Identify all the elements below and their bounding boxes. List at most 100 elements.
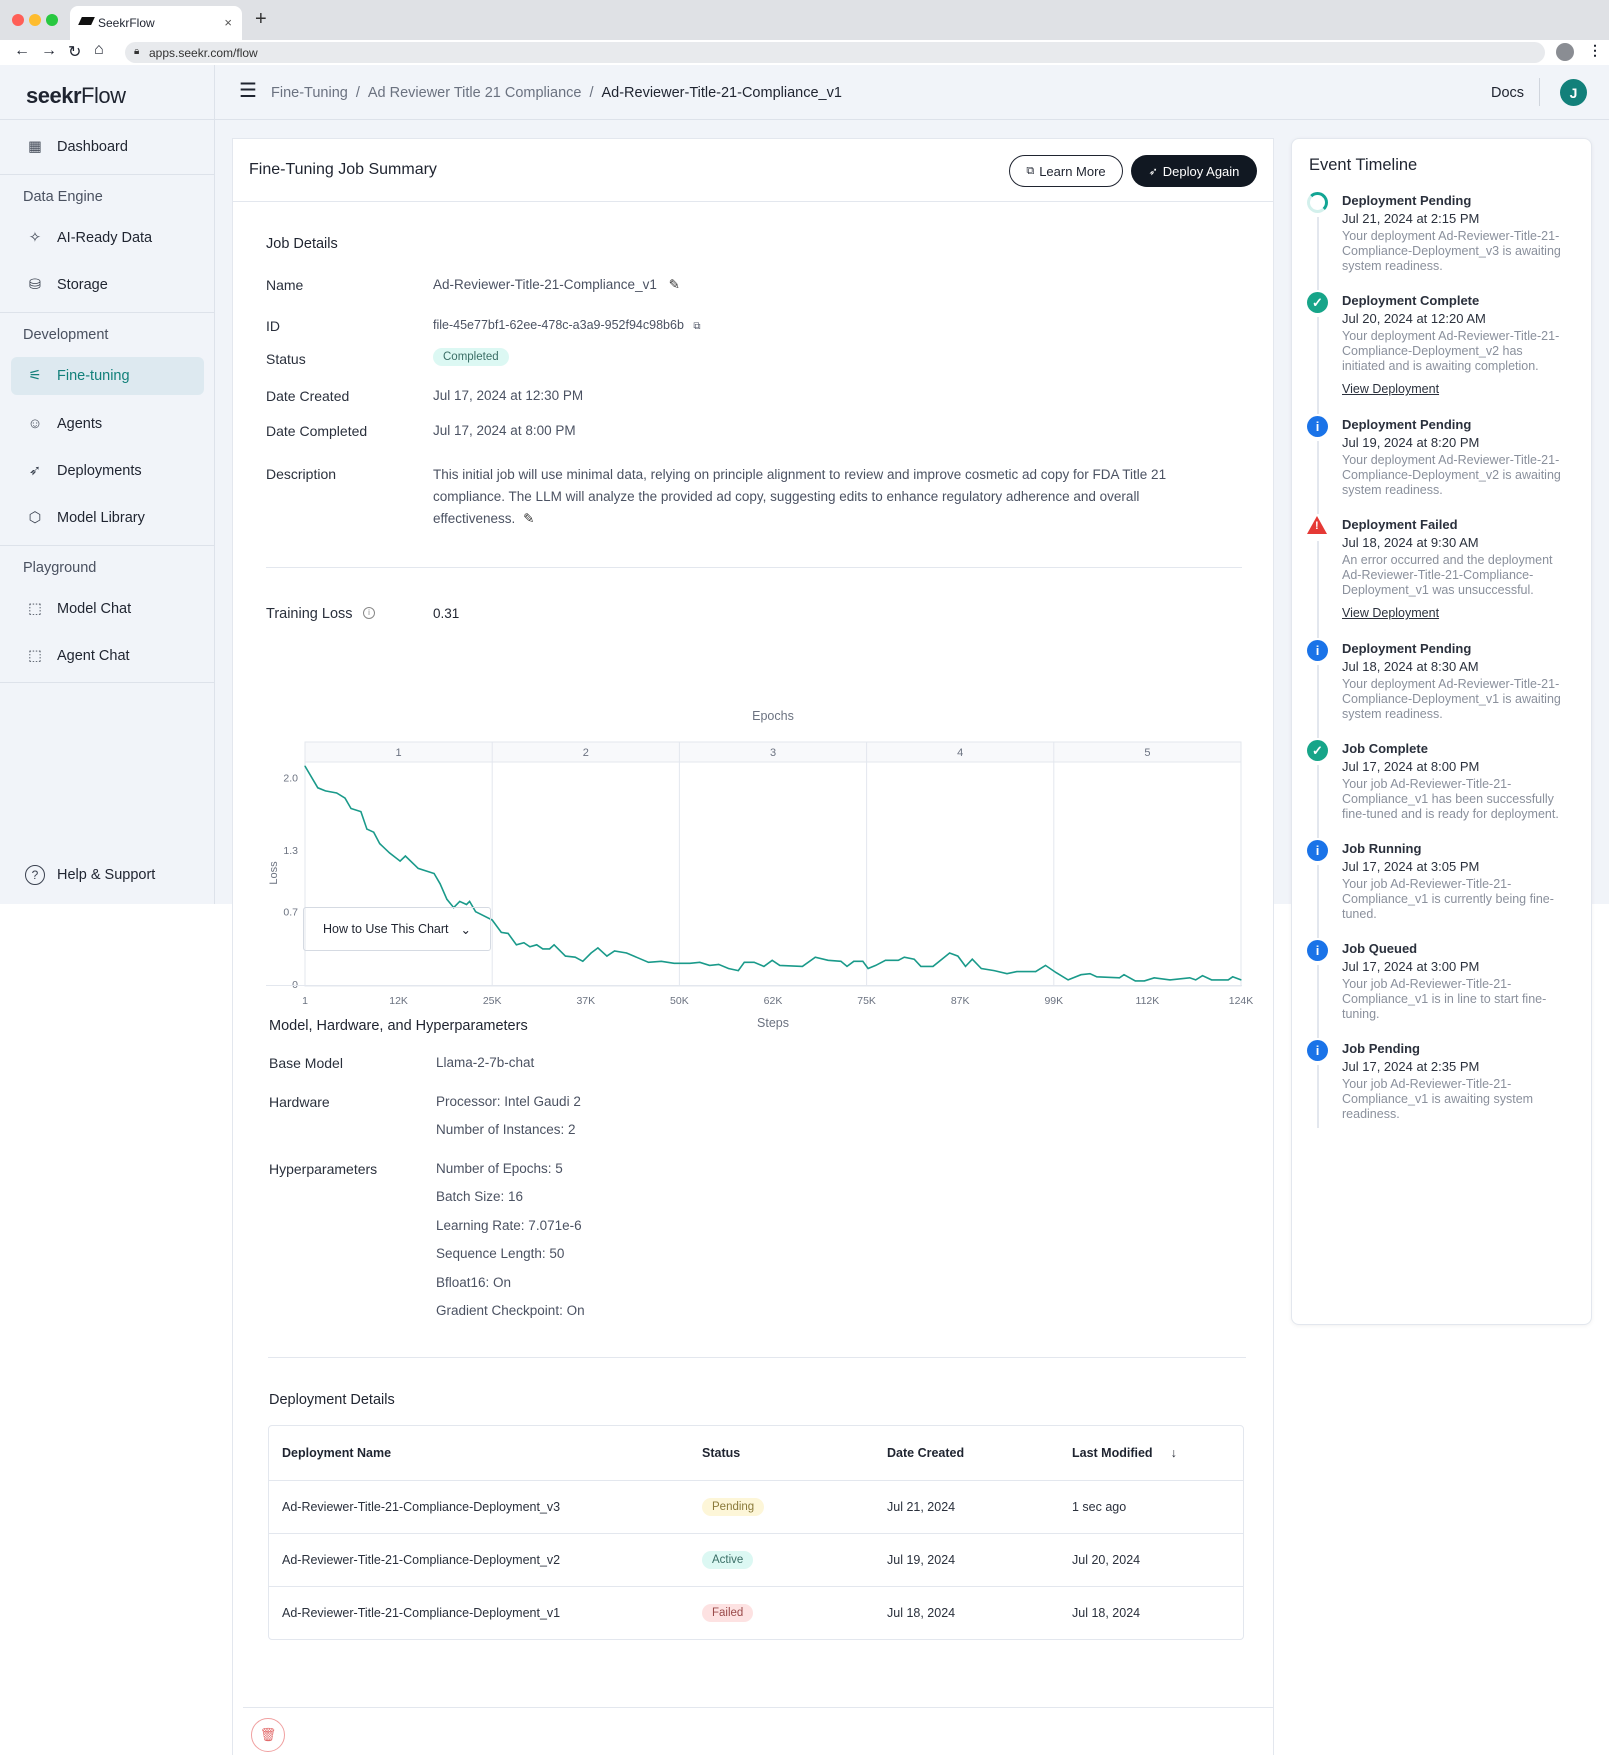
hardware-processor: Processor: Intel Gaudi 2 — [436, 1094, 581, 1109]
hamburger-menu-icon[interactable]: ☰ — [239, 80, 257, 102]
help-support-link[interactable]: ? Help & Support — [11, 856, 204, 894]
deploy-again-button[interactable]: ➶ Deploy Again — [1131, 155, 1257, 187]
forward-icon[interactable]: → — [41, 42, 57, 59]
close-window-button[interactable] — [12, 14, 24, 26]
sidebar-item-deployments[interactable]: ➶ Deployments — [11, 452, 204, 490]
timeline-event: i Job Running Jul 17, 2024 at 3:05 PM Yo… — [1292, 840, 1591, 938]
maximize-window-button[interactable] — [46, 14, 58, 26]
info-icon[interactable]: i — [363, 607, 375, 619]
info-circle-icon: i — [1307, 840, 1328, 861]
table-row[interactable]: Ad-Reviewer-Title-21-Compliance-Deployme… — [269, 1533, 1243, 1587]
new-tab-button[interactable]: + — [255, 8, 267, 30]
timeline-title: Event Timeline — [1309, 156, 1418, 174]
delete-trash-button[interactable]: 🗑︎ — [251, 1718, 285, 1752]
back-icon[interactable]: ← — [14, 42, 30, 59]
col-status[interactable]: Status — [689, 1426, 874, 1481]
loss-point — [1123, 974, 1125, 976]
epoch-label: 4 — [957, 747, 963, 759]
sidebar-item-label: Model Chat — [57, 601, 132, 617]
seekrflow-logo[interactable]: seekrFlow — [26, 83, 126, 108]
help-icon: ? — [25, 865, 45, 885]
sidebar-item-agents[interactable]: ☺ Agents — [11, 405, 204, 443]
date-created: Jul 18, 2024 — [887, 1605, 956, 1620]
loss-point — [737, 969, 739, 972]
cube-icon: ⬡ — [28, 510, 42, 526]
loss-point — [1055, 972, 1057, 974]
edit-pencil-icon[interactable]: ✎ — [668, 277, 680, 292]
browser-tab[interactable]: SeekrFlow × — [70, 6, 242, 40]
loss-point — [647, 961, 650, 963]
breadcrumb-project[interactable]: Ad Reviewer Title 21 Compliance — [367, 85, 582, 101]
sidebar-item-agent-chat[interactable]: ⬚ Agent Chat — [11, 637, 204, 675]
loss-point — [515, 944, 517, 946]
loss-point — [840, 960, 842, 962]
loss-point — [673, 962, 675, 964]
timeline-event: i Job Queued Jul 17, 2024 at 3:00 PM You… — [1292, 940, 1591, 1038]
x-tick-label: 112K — [1136, 995, 1160, 1007]
sidebar-item-model-library[interactable]: ⬡ Model Library — [11, 499, 204, 537]
sort-down-icon[interactable]: ↓ — [1170, 1445, 1177, 1460]
copy-icon[interactable]: ⧉ — [693, 321, 701, 332]
model-chat-icon: ⬚ — [28, 601, 42, 617]
sidebar-item-dashboard[interactable]: ▦ Dashboard — [11, 128, 204, 166]
loss-point — [613, 950, 616, 952]
col-last-modified[interactable]: Last Modified ↓ — [1059, 1426, 1243, 1481]
edit-pencil-icon[interactable]: ✎ — [523, 511, 535, 526]
loss-point — [1227, 979, 1229, 981]
deployment-name[interactable]: Ad-Reviewer-Title-21-Compliance-Deployme… — [269, 1480, 689, 1534]
col-date-created[interactable]: Date Created — [874, 1426, 1059, 1481]
loss-point — [542, 948, 544, 950]
event-date: Jul 18, 2024 at 8:30 AM — [1342, 659, 1479, 674]
database-icon: ⛁ — [28, 277, 42, 293]
status-badge-active: Active — [702, 1550, 754, 1569]
url-bar[interactable]: 🔒︎ apps.seekr.com/flow — [125, 42, 1545, 63]
how-to-use-chart-dropdown[interactable]: How to Use This Chart ⌄ — [303, 907, 491, 951]
sidebar-item-fine-tuning[interactable]: ⚟ Fine-tuning — [11, 357, 204, 395]
loss-point — [433, 872, 435, 875]
loss-point — [727, 967, 730, 970]
deployment-name[interactable]: Ad-Reviewer-Title-21-Compliance-Deployme… — [282, 1605, 561, 1620]
loss-point — [827, 959, 829, 961]
rocket-icon: ➶ — [28, 463, 42, 479]
learn-more-button[interactable]: ⧉ Learn More — [1009, 155, 1123, 187]
loss-point — [957, 955, 959, 957]
sidebar-item-model-chat[interactable]: ⬚ Model Chat — [11, 590, 204, 628]
sidebar-item-storage[interactable]: ⛁ Storage — [11, 266, 204, 304]
loss-point — [379, 842, 381, 845]
event-description: An error occurred and the deployment Ad-… — [1342, 553, 1553, 597]
docs-link[interactable]: Docs — [1491, 85, 1525, 101]
grid-icon: ▦ — [28, 139, 42, 155]
table-row[interactable]: Ad-Reviewer-Title-21-Compliance-Deployme… — [269, 1586, 1243, 1639]
hp-sequence-length: Sequence Length: 50 — [436, 1246, 565, 1261]
loss-point — [564, 955, 567, 957]
reload-icon[interactable]: ↻ — [68, 44, 82, 61]
deployment-name[interactable]: Ad-Reviewer-Title-21-Compliance-Deployme… — [269, 1533, 689, 1587]
event-description: Your deployment Ad-Reviewer-Title-21-Com… — [1342, 329, 1560, 373]
close-tab-icon[interactable]: × — [224, 15, 232, 30]
event-title: Deployment Failed — [1342, 517, 1458, 532]
col-deployment-name[interactable]: Deployment Name — [269, 1426, 689, 1481]
user-avatar[interactable]: J — [1560, 79, 1587, 106]
table-row[interactable]: Ad-Reviewer-Title-21-Compliance-Deployme… — [269, 1480, 1243, 1534]
loss-point — [1201, 975, 1204, 977]
loss-point — [903, 956, 905, 958]
loss-point — [317, 787, 319, 789]
breadcrumb-fine-tuning[interactable]: Fine-Tuning — [271, 85, 348, 101]
event-timeline-panel: Event Timeline Deployment Pending Jul 21… — [1291, 138, 1592, 1325]
loss-point — [459, 900, 461, 902]
description-text: This initial job will use minimal data, … — [433, 467, 1167, 526]
x-tick-label: 62K — [764, 995, 783, 1007]
sidebar-item-label: AI-Ready Data — [57, 230, 153, 246]
loss-point — [304, 765, 306, 767]
menu-kebab-icon[interactable]: ⋮ — [1588, 42, 1602, 58]
loss-point — [582, 960, 584, 962]
loss-point — [590, 952, 592, 954]
profile-icon[interactable] — [1556, 43, 1574, 61]
last-modified: Jul 18, 2024 — [1072, 1605, 1141, 1620]
loss-point — [574, 956, 576, 958]
sidebar-item-ai-ready-data[interactable]: ✧ AI-Ready Data — [11, 219, 204, 257]
view-deployment-link[interactable]: View Deployment — [1342, 606, 1440, 620]
home-icon[interactable]: ⌂ — [94, 41, 104, 58]
view-deployment-link[interactable]: View Deployment — [1342, 382, 1440, 396]
minimize-window-button[interactable] — [29, 14, 41, 26]
